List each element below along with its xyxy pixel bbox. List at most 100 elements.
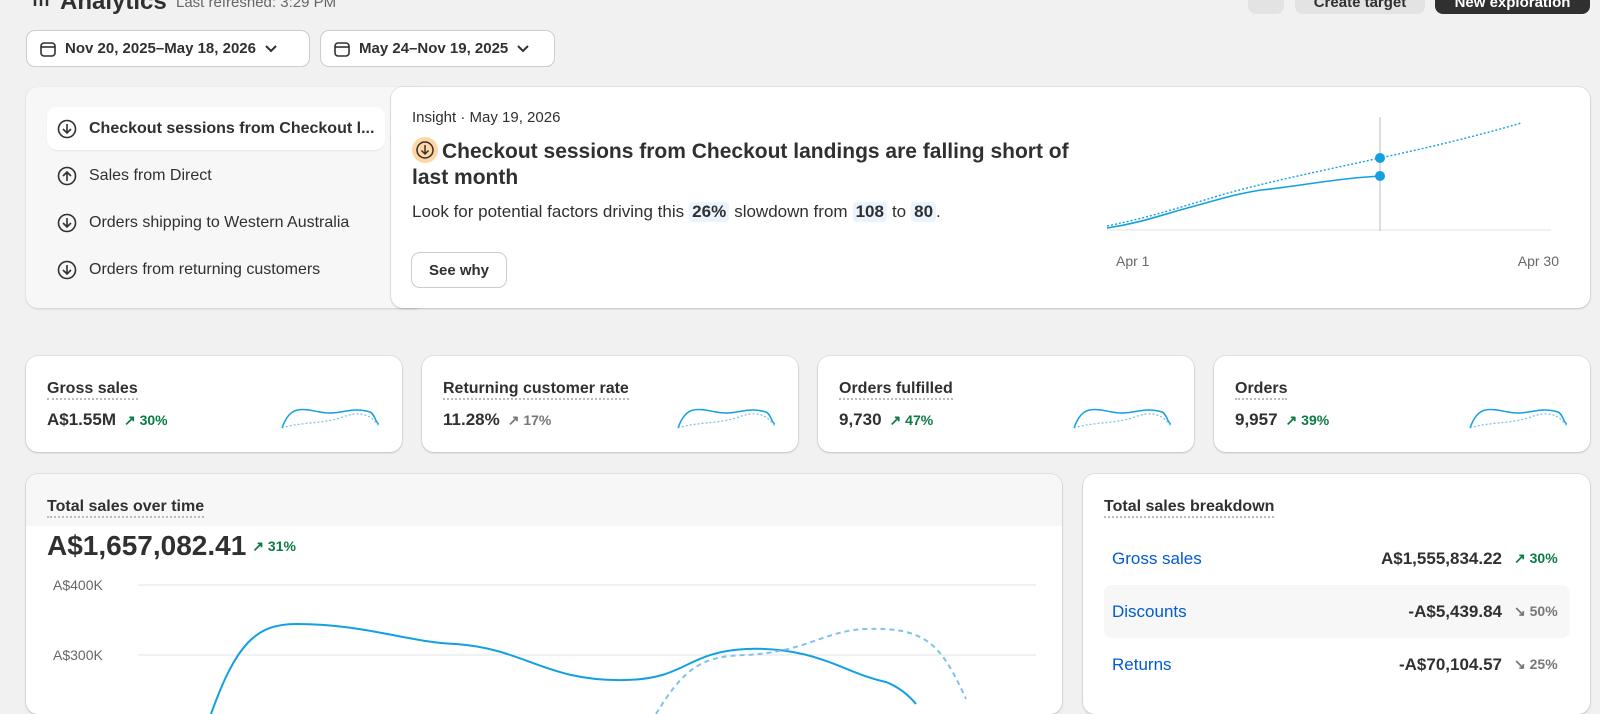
metric-card[interactable]: Gross sales A$1.55M ↗ 30% bbox=[26, 356, 402, 452]
body-chip: 80 bbox=[911, 202, 937, 222]
down-badge bbox=[412, 137, 438, 163]
sales-chart: A$400K A$300K bbox=[53, 577, 1036, 714]
spark-previous bbox=[1073, 413, 1172, 429]
page: Analytics Last refreshed: 3:29 PM Create… bbox=[26, 0, 1590, 714]
icon-button[interactable] bbox=[1248, 0, 1284, 14]
down-icon bbox=[57, 260, 77, 279]
metric-card[interactable]: Returning customer rate 11.28% ↗ 17% bbox=[422, 356, 798, 452]
point bbox=[1375, 171, 1385, 181]
y-tick-label: A$300K bbox=[53, 647, 103, 663]
change: ↗ 31% bbox=[252, 537, 296, 554]
create-target-button[interactable]: Create target bbox=[1295, 0, 1425, 14]
sparkline bbox=[1469, 408, 1568, 429]
down-icon bbox=[57, 119, 77, 138]
metric-value: 9,730 ↗ 47% bbox=[839, 410, 933, 430]
metric-value: 11.28% ↗ 17% bbox=[443, 410, 551, 430]
spark-previous bbox=[1469, 413, 1568, 429]
spark-current bbox=[1469, 408, 1568, 429]
metric-title: Orders fulfilled bbox=[839, 380, 953, 400]
insight-label: Insight · May 19, 2026 bbox=[412, 109, 561, 126]
metric-title: Gross sales bbox=[47, 380, 138, 400]
breakdown-row[interactable]: Discounts -A$5,439.84 ↘ 50% bbox=[1104, 585, 1570, 638]
down-icon bbox=[57, 213, 77, 232]
x-label: Apr 30 bbox=[1517, 253, 1559, 269]
insight-chart bbox=[1106, 117, 1551, 231]
card-title-text: Total sales breakdown bbox=[1104, 498, 1275, 518]
row-change-value: 50% bbox=[1529, 603, 1558, 619]
insight-item-label: Sales from Direct bbox=[89, 166, 212, 184]
row-change: ↗ 30% bbox=[1514, 550, 1558, 566]
previous-line bbox=[655, 627, 967, 714]
metric-change-value: 39% bbox=[1301, 411, 1330, 428]
row-change: ↘ 50% bbox=[1514, 603, 1558, 619]
total-value-text: A$1,657,082.41 bbox=[47, 530, 247, 561]
metric-change: ↗ 17% bbox=[507, 411, 552, 428]
up-icon bbox=[57, 166, 77, 185]
calendar-icon bbox=[40, 41, 56, 57]
metric-change-value: 17% bbox=[523, 411, 552, 428]
metric-value: 9,957 ↗ 39% bbox=[1235, 410, 1329, 430]
compare-range-button[interactable]: May 24–Nov 19, 2025 bbox=[321, 31, 554, 66]
row-label[interactable]: Returns bbox=[1112, 654, 1172, 674]
breakdown-row[interactable]: Returns -A$70,104.57 ↘ 25% bbox=[1104, 638, 1570, 691]
row-value: A$1,555,834.22 bbox=[1381, 548, 1502, 568]
breakdown-row[interactable]: Gross sales A$1,555,834.22 ↗ 30% bbox=[1104, 532, 1570, 585]
insight-title: Checkout sessions from Checkout landings… bbox=[412, 137, 1072, 191]
metric-title-text: Gross sales bbox=[47, 380, 138, 400]
metric-value-text: A$1.55M bbox=[47, 410, 116, 429]
card-title: Total sales breakdown bbox=[1104, 498, 1275, 518]
previous-line bbox=[1106, 122, 1522, 227]
row-value: -A$70,104.57 bbox=[1398, 654, 1502, 674]
metric-change: ↗ 47% bbox=[889, 411, 934, 428]
metric-card[interactable]: Orders fulfilled 9,730 ↗ 47% bbox=[818, 356, 1194, 452]
metric-card[interactable]: Orders 9,957 ↗ 39% bbox=[1214, 356, 1590, 452]
metric-change-value: 30% bbox=[139, 411, 168, 428]
insight-title-text: Checkout sessions from Checkout landings… bbox=[412, 140, 1069, 189]
row-label[interactable]: Gross sales bbox=[1112, 548, 1202, 568]
row-label[interactable]: Discounts bbox=[1112, 601, 1187, 621]
sparkline bbox=[677, 408, 776, 429]
insight-item-label: Orders shipping to Western Australia bbox=[89, 213, 350, 231]
breakdown-card: Total sales breakdown Gross sales A$1,55… bbox=[1083, 474, 1590, 714]
insight-item[interactable]: Sales from Direct bbox=[47, 154, 385, 197]
metric-change: ↗ 30% bbox=[123, 411, 168, 428]
chevron bbox=[265, 44, 277, 52]
sparkline bbox=[1073, 408, 1172, 429]
compare-range: May 24–Nov 19, 2025 bbox=[359, 40, 509, 57]
body-text: slowdown from bbox=[734, 202, 848, 221]
chevron bbox=[517, 44, 529, 52]
insight-item[interactable]: Orders from returning customers bbox=[47, 248, 385, 291]
see-why-button[interactable]: See why bbox=[412, 253, 506, 287]
spark-current bbox=[1073, 408, 1172, 429]
metric-value: A$1.55M ↗ 30% bbox=[47, 410, 168, 430]
spark-current bbox=[281, 408, 380, 429]
new-exploration-button[interactable]: New exploration bbox=[1435, 0, 1590, 14]
metric-title-text: Orders fulfilled bbox=[839, 380, 953, 400]
card-title-text: Total sales over time bbox=[47, 498, 205, 518]
insight-item[interactable]: Checkout sessions from Checkout l... bbox=[47, 107, 385, 150]
date-range: Nov 20, 2025–May 18, 2026 bbox=[65, 40, 256, 57]
metric-change-value: 47% bbox=[905, 411, 934, 428]
metric-value-text: 11.28% bbox=[443, 410, 500, 429]
insight-item-label: Orders from returning customers bbox=[89, 260, 321, 278]
metric-value-text: 9,957 bbox=[1235, 410, 1278, 429]
insight-item-label: Checkout sessions from Checkout l... bbox=[89, 119, 375, 137]
x-label: Apr 1 bbox=[1116, 253, 1150, 269]
body-text: . bbox=[936, 202, 941, 221]
body-text: Look for potential factors driving this bbox=[412, 202, 685, 221]
metric-value-text: 9,730 bbox=[839, 410, 882, 429]
total-value: A$1,657,082.41 ↗ 31% bbox=[47, 530, 296, 562]
metric-title: Returning customer rate bbox=[443, 380, 629, 400]
point bbox=[1375, 153, 1385, 163]
spark-previous bbox=[677, 413, 776, 429]
insight-card: Insight · May 19, 2026 Checkout sessions… bbox=[391, 87, 1590, 308]
metric-title-text: Orders bbox=[1235, 380, 1288, 400]
insight-item[interactable]: Orders shipping to Western Australia bbox=[47, 201, 385, 244]
body-chip: 108 bbox=[852, 202, 887, 222]
last-refreshed: Last refreshed: 3:29 PM bbox=[176, 0, 337, 11]
row-change-value: 30% bbox=[1529, 550, 1558, 566]
date-range-button[interactable]: Nov 20, 2025–May 18, 2026 bbox=[27, 31, 309, 66]
body-chip: 26% bbox=[689, 202, 730, 222]
row-value: -A$5,439.84 bbox=[1408, 601, 1502, 621]
card-title: Total sales over time bbox=[47, 498, 205, 518]
